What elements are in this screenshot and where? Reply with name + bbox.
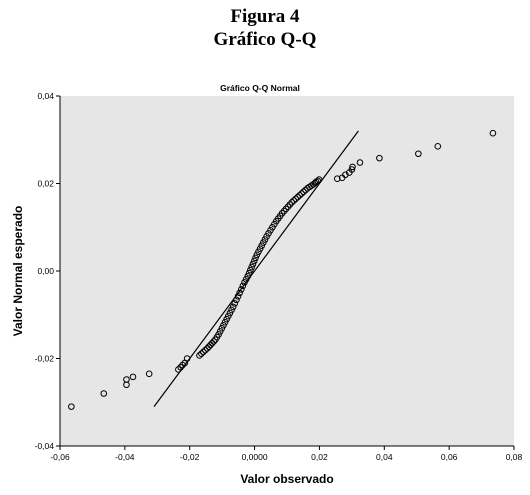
data-point	[145, 370, 153, 378]
data-point	[300, 188, 307, 196]
data-point	[415, 150, 422, 158]
data-point	[129, 373, 137, 381]
y-axis-label: Valor Normal esperado	[11, 206, 25, 337]
data-point	[205, 343, 213, 350]
data-point	[196, 352, 203, 359]
data-point	[229, 303, 237, 311]
data-point	[292, 195, 300, 203]
data-point	[68, 403, 75, 410]
y-ticks: -0,04 -0,02 0,00 0,02 0,04	[35, 91, 60, 451]
data-point	[250, 257, 258, 265]
x-ticks: -0,06 -0,04 -0,02 0,0000 0,02 0,04 0,06 0,08	[50, 446, 523, 462]
data-point	[296, 192, 303, 199]
x-axis-label: Valor observado	[240, 472, 333, 486]
data-point	[183, 355, 191, 362]
x-tick-label: -0,02	[180, 452, 200, 462]
data-point	[349, 163, 356, 171]
data-point	[286, 201, 294, 208]
data-point	[314, 177, 322, 185]
data-point	[177, 363, 184, 371]
data-point	[278, 209, 286, 217]
data-point	[100, 390, 108, 397]
data-point	[252, 254, 259, 262]
data-point	[298, 190, 305, 197]
x-tick-label: 0,0000	[242, 452, 268, 462]
data-point	[210, 338, 218, 345]
data-point	[233, 296, 240, 304]
data-point	[315, 176, 323, 183]
data-point	[244, 272, 252, 280]
data-point	[249, 260, 257, 268]
figure-caption-title: Gráfico Q-Q	[213, 29, 317, 50]
data-point	[231, 300, 239, 307]
x-tick-label: 0,06	[441, 452, 458, 462]
y-tick-label: -0,02	[35, 354, 55, 364]
data-point	[280, 207, 288, 215]
data-point	[245, 269, 253, 277]
data-point	[284, 203, 292, 210]
data-point	[489, 129, 497, 137]
x-tick-label: 0,08	[506, 452, 523, 462]
data-point	[198, 350, 205, 357]
y-tick-label: -0,04	[35, 441, 55, 451]
data-point	[356, 159, 364, 166]
data-point	[247, 266, 254, 274]
data-point	[333, 175, 341, 182]
y-tick-label: 0,00	[37, 266, 54, 276]
plot-area	[60, 96, 514, 446]
data-point	[236, 289, 243, 297]
data-point	[123, 376, 130, 383]
x-tick-label: 0,02	[311, 452, 328, 462]
data-point	[200, 348, 207, 356]
data-point	[207, 341, 214, 349]
y-tick-label: 0,04	[37, 91, 54, 101]
x-tick-label: 0,04	[376, 452, 393, 462]
x-tick-label: -0,06	[50, 452, 70, 462]
x-tick-label: -0,04	[115, 452, 135, 462]
data-point	[348, 166, 356, 173]
data-point	[234, 293, 242, 300]
data-point	[208, 339, 216, 347]
data-point	[237, 286, 245, 293]
data-point	[434, 143, 442, 150]
data-point	[376, 154, 383, 162]
y-tick-label: 0,02	[37, 179, 54, 189]
data-point	[248, 263, 255, 271]
data-point	[290, 197, 298, 204]
data-point	[282, 205, 290, 213]
data-point	[288, 199, 296, 206]
points-layer	[68, 129, 497, 410]
data-point	[203, 345, 211, 352]
data-point	[239, 282, 247, 290]
data-point	[294, 193, 302, 201]
data-point	[201, 346, 209, 354]
chart-title: Gráfico Q-Q Normal	[220, 83, 300, 93]
figure-caption-number: Figura 4	[230, 6, 300, 27]
